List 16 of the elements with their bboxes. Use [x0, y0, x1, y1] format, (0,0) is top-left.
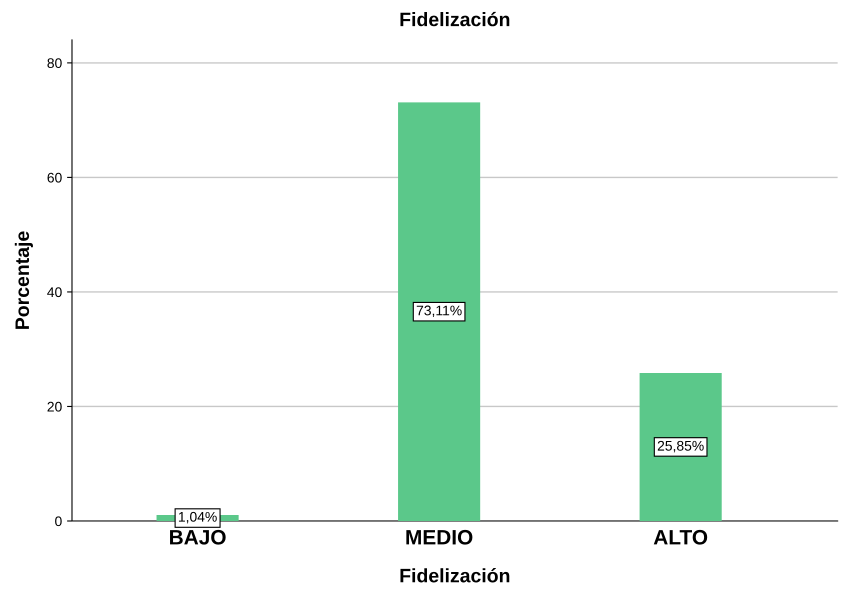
bar: [640, 372, 722, 521]
x-axis-title: Fidelización: [400, 568, 510, 582]
x-tick-label: MEDIO: [406, 530, 472, 545]
x-tick-label: BAJO: [170, 530, 226, 545]
y-tick-label: 80: [47, 58, 62, 68]
bar: [398, 102, 480, 521]
y-tick-label: 20: [48, 402, 62, 412]
y-tick-label: 0: [55, 516, 62, 526]
data-label: 1,04%: [178, 512, 217, 524]
y-axis-title: Porcentaje: [14, 231, 33, 329]
x-tick-label: ALTO: [654, 530, 708, 545]
y-tick-label: 40: [47, 287, 62, 298]
chart-title: Fidelización: [400, 12, 510, 26]
data-label: 25,85%: [658, 440, 704, 452]
data-label: 73,11%: [416, 306, 462, 318]
y-tick-label: 60: [48, 172, 62, 183]
